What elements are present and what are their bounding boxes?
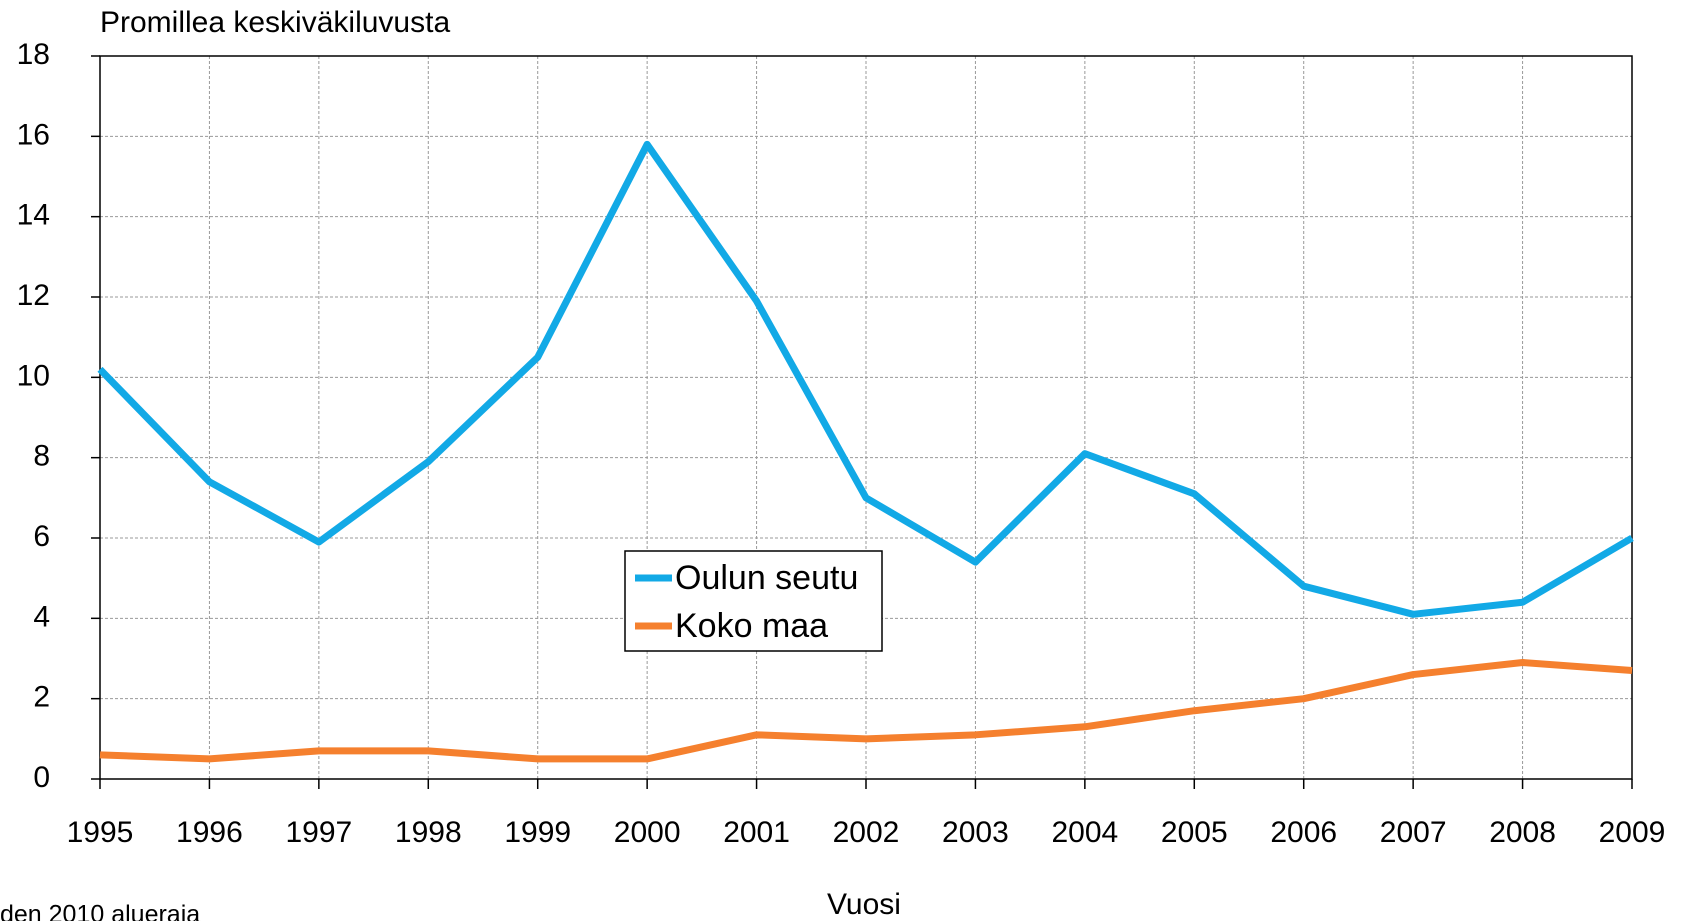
x-tick-label: 2009 bbox=[1599, 816, 1666, 849]
y-tick-label: 4 bbox=[33, 600, 50, 633]
x-tick-label: 1999 bbox=[504, 816, 571, 849]
x-tick-label: 1997 bbox=[285, 816, 352, 849]
y-tick-label: 2 bbox=[33, 681, 50, 714]
x-tick-label: 2004 bbox=[1051, 816, 1118, 849]
x-tick-label: 2000 bbox=[614, 816, 681, 849]
y-tick-label: 16 bbox=[17, 118, 50, 151]
legend-box bbox=[624, 550, 883, 652]
plot-frame bbox=[99, 55, 1633, 780]
legend-label: Oulun seutu bbox=[675, 559, 858, 597]
y-tick-label: 12 bbox=[17, 279, 50, 312]
y-tick-label: 18 bbox=[17, 38, 50, 71]
x-tick-label: 1995 bbox=[67, 816, 134, 849]
x-tick-label: 1998 bbox=[395, 816, 462, 849]
x-tick-label: 2005 bbox=[1161, 816, 1228, 849]
y-tick-label: 8 bbox=[33, 440, 50, 473]
footnote: den 2010 alueraja bbox=[0, 901, 200, 921]
y-tick-label: 6 bbox=[33, 520, 50, 553]
y-tick-label: 10 bbox=[17, 359, 50, 392]
series-line bbox=[97, 140, 1634, 618]
x-axis-label: Vuosi bbox=[827, 888, 901, 921]
legend-label: Koko maa bbox=[675, 607, 828, 645]
x-tick-label: 2001 bbox=[723, 816, 790, 849]
x-tick-label: 2006 bbox=[1270, 816, 1337, 849]
x-tick-label: 1996 bbox=[176, 816, 243, 849]
x-tick-label: 2002 bbox=[833, 816, 900, 849]
chart-title: Promillea keskiväkiluvusta bbox=[100, 6, 450, 39]
y-tick-label: 14 bbox=[17, 199, 50, 232]
series-line bbox=[99, 659, 1633, 763]
y-tick-label: 0 bbox=[33, 761, 50, 794]
x-tick-label: 2007 bbox=[1380, 816, 1447, 849]
x-tick-label: 2008 bbox=[1489, 816, 1556, 849]
x-tick-label: 2003 bbox=[942, 816, 1009, 849]
